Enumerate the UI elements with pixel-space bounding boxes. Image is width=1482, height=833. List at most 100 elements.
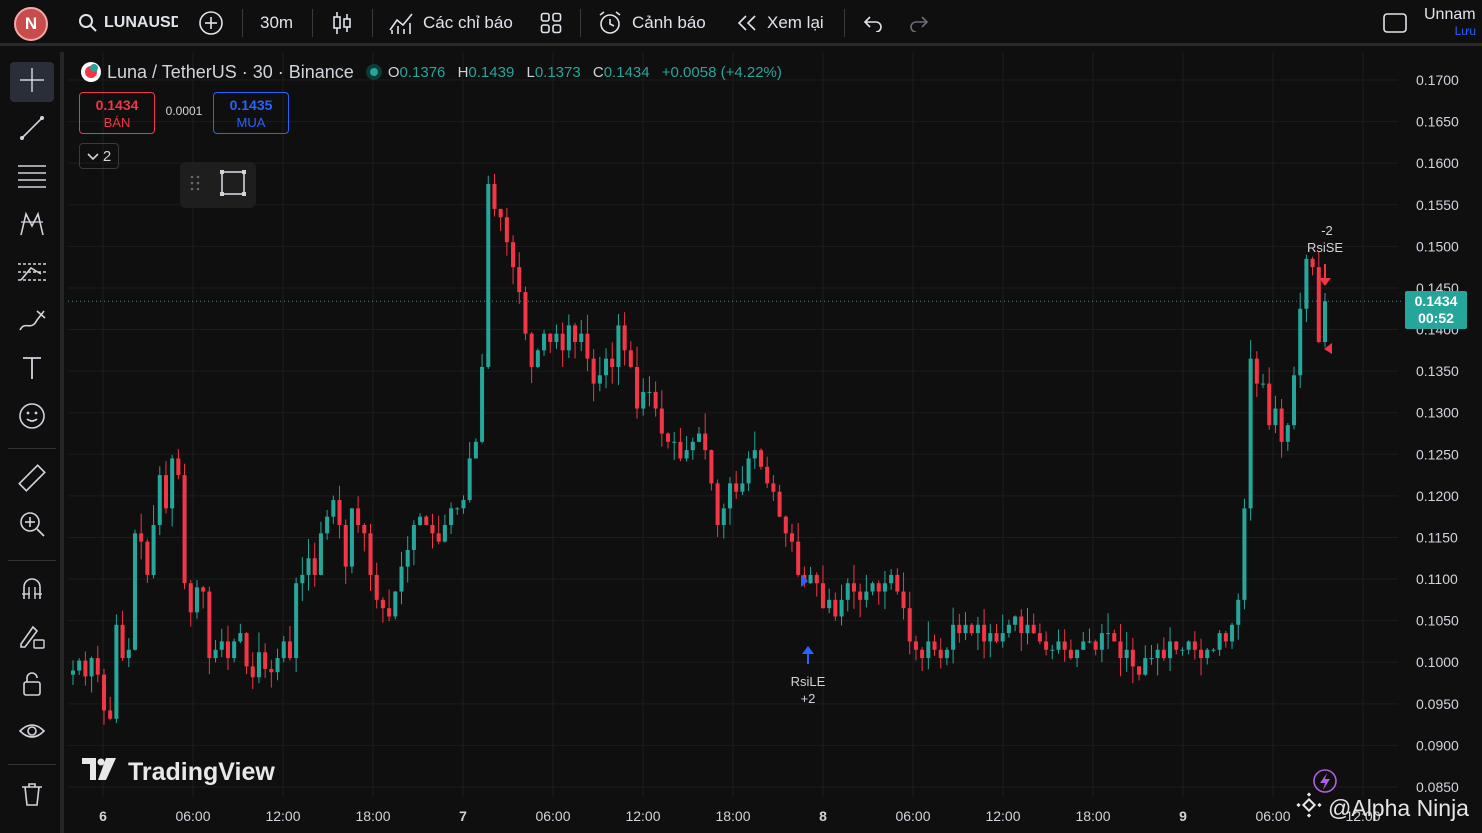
layouts-button[interactable] xyxy=(540,0,562,46)
sell-label: BÁN xyxy=(103,115,131,130)
candle-body xyxy=(442,524,447,542)
buy-button[interactable]: 0.1435 MUA xyxy=(213,92,289,134)
candle-body xyxy=(1261,383,1266,385)
alarm-clock-icon xyxy=(597,10,623,36)
candle-body xyxy=(1031,624,1036,634)
symbol-logo-icon xyxy=(80,61,102,83)
candle-body xyxy=(845,583,850,600)
time-tick-label: 12:00 xyxy=(265,808,300,824)
candle-body xyxy=(542,333,547,351)
candle-body xyxy=(635,366,640,409)
legend-collapse-button[interactable]: 2 xyxy=(79,143,119,169)
user-avatar[interactable]: N xyxy=(14,7,48,41)
candle-body xyxy=(1037,633,1042,642)
brush-icon xyxy=(17,306,47,339)
candle-body xyxy=(1291,375,1297,426)
compare-add-button[interactable] xyxy=(198,0,224,46)
candles-layer xyxy=(70,174,1328,725)
candle-body xyxy=(194,587,199,613)
candle-body xyxy=(461,500,466,509)
measure-tool[interactable] xyxy=(10,460,54,500)
price-axis[interactable]: 0.17000.16500.16000.15500.15000.14500.14… xyxy=(1416,72,1459,795)
zoom-tool[interactable] xyxy=(10,506,54,546)
interval-button[interactable]: 30m xyxy=(260,0,293,46)
trendline-tool[interactable] xyxy=(10,110,54,150)
price-tick-label: 0.1650 xyxy=(1416,114,1459,130)
lock-all-tool[interactable] xyxy=(10,666,54,706)
tradingview-logo[interactable]: TradingView xyxy=(82,758,275,787)
magnet-tool[interactable] xyxy=(10,570,54,610)
candle-body xyxy=(1013,616,1018,625)
rectangle-select-icon[interactable] xyxy=(219,169,247,202)
alerts-button[interactable]: Cảnh báo xyxy=(597,0,706,46)
candle-body xyxy=(188,583,193,613)
fib-tool[interactable] xyxy=(10,158,54,198)
drag-handle-icon[interactable] xyxy=(190,174,200,197)
window-toggle-button[interactable] xyxy=(1382,0,1408,46)
candle-body xyxy=(672,441,677,443)
open-key: O xyxy=(387,63,400,81)
crosshair-tool[interactable] xyxy=(10,62,54,102)
high-value: 0.1439 xyxy=(468,63,515,81)
candle-body xyxy=(653,391,658,409)
candle-body xyxy=(1050,649,1055,651)
emoji-tool[interactable] xyxy=(10,398,54,438)
indicators-label: Các chỉ báo xyxy=(423,13,513,32)
text-tool[interactable] xyxy=(10,350,54,390)
time-tick-label: 18:00 xyxy=(715,808,750,824)
candle-body xyxy=(163,475,168,509)
candle-body xyxy=(108,710,113,719)
candle-body xyxy=(975,624,980,634)
candle-body xyxy=(1267,383,1272,426)
replay-button[interactable]: Xem lại xyxy=(736,0,824,46)
candle-body xyxy=(684,450,689,459)
buy-label: MUA xyxy=(236,115,266,130)
candle-body xyxy=(1149,658,1154,660)
candle-body xyxy=(405,549,410,567)
layout-name-button[interactable]: Unnam Lưu xyxy=(1424,6,1482,38)
candle-body xyxy=(120,624,125,659)
indicators-button[interactable]: Các chỉ báo xyxy=(388,0,513,46)
status-dot xyxy=(365,64,382,80)
brush-tool[interactable] xyxy=(10,302,54,342)
candle-body xyxy=(1199,649,1204,659)
candle-body xyxy=(281,641,286,659)
candle-body xyxy=(585,333,590,359)
lightning-icon[interactable] xyxy=(1313,769,1337,793)
interval-label: 30m xyxy=(260,13,294,32)
forecast-tool[interactable] xyxy=(10,254,54,294)
delete-drawings-tool[interactable] xyxy=(10,776,54,816)
candle-body xyxy=(820,583,825,609)
candle-body xyxy=(1143,658,1148,675)
candle-body xyxy=(473,441,478,459)
time-axis[interactable]: 6 06:00 12:00 18:00 7 06:00 12:00 18:00 8 06:00 12… xyxy=(99,808,1381,824)
candle-body xyxy=(467,458,472,501)
trendline-icon xyxy=(18,114,46,147)
hide-drawings-tool[interactable] xyxy=(10,714,54,754)
floating-drawing-toolbar xyxy=(180,162,256,208)
candle-body xyxy=(938,649,943,659)
tv-mark-icon xyxy=(82,758,120,787)
undo-button[interactable] xyxy=(862,0,884,46)
lock-drawing-tool[interactable] xyxy=(10,618,54,658)
price-tick-label: 0.0950 xyxy=(1416,696,1459,712)
collapse-count: 2 xyxy=(102,147,112,165)
redo-button[interactable] xyxy=(908,0,930,46)
price-chart[interactable]: 0.17000.16500.16000.15500.15000.14500.14… xyxy=(68,52,1482,833)
chart-type-button[interactable] xyxy=(330,0,354,46)
candle-body xyxy=(480,366,485,442)
symbol-search[interactable]: LUNAUSD xyxy=(78,0,178,46)
candle-body xyxy=(1192,641,1197,650)
sell-button[interactable]: 0.1434 BÁN xyxy=(79,92,155,134)
candle-body xyxy=(548,333,553,343)
candle-body xyxy=(839,599,844,617)
symbol-title[interactable]: Luna / TetherUS · 30 · Binance xyxy=(107,61,354,82)
candle-body xyxy=(777,491,782,517)
candle-body xyxy=(331,500,336,517)
candle-body xyxy=(511,242,516,268)
candle-body xyxy=(1093,641,1098,650)
candle-body xyxy=(1186,641,1191,650)
pattern-tool[interactable] xyxy=(10,206,54,246)
candle-body xyxy=(325,516,330,534)
rewind-icon xyxy=(736,14,758,32)
